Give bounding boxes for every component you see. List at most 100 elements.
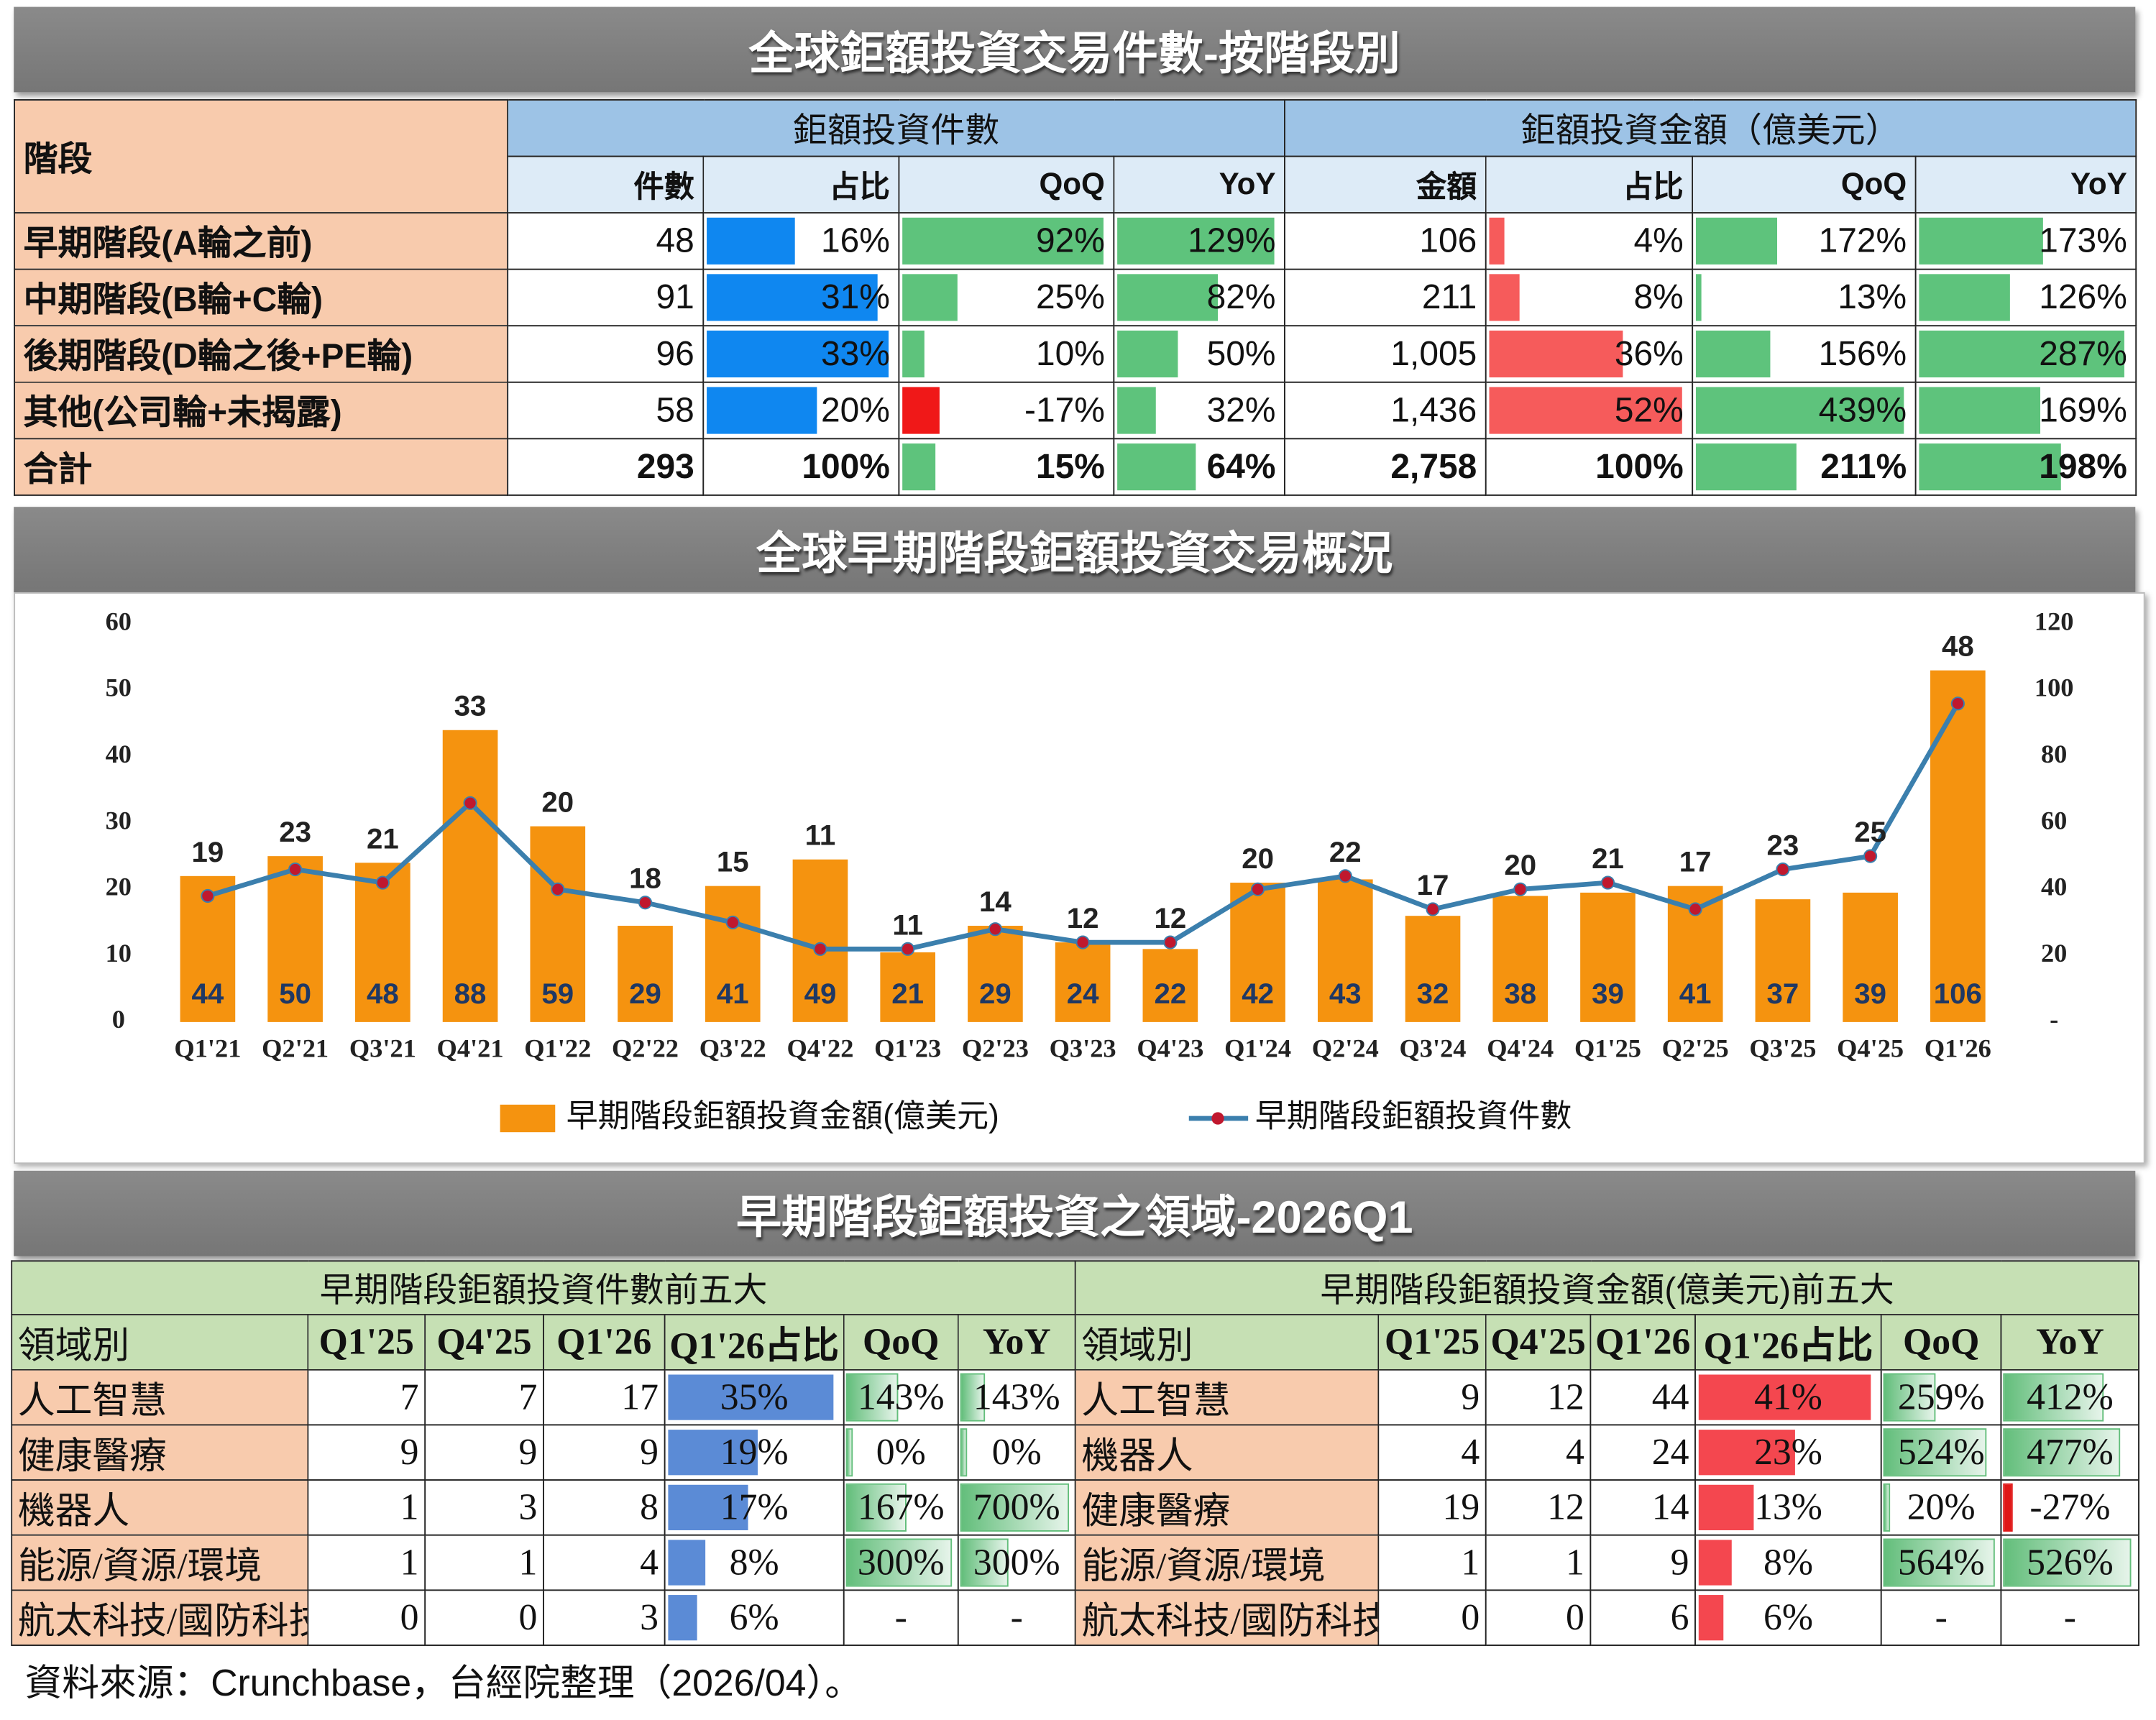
cell-text: 526% xyxy=(2027,1541,2114,1583)
x-tick-label: Q4'22 xyxy=(786,1034,853,1062)
cell-text: 172% xyxy=(1818,221,1907,260)
line-value-label: 20 xyxy=(1242,842,1274,875)
data-cell: 36% xyxy=(1485,325,1694,383)
data-cell: 1 xyxy=(307,1534,426,1591)
data-cell: 0% xyxy=(843,1424,959,1481)
column-header: 金額 xyxy=(1284,155,1487,214)
column-header: 領域別 xyxy=(11,1314,309,1371)
data-cell: 8 xyxy=(543,1479,666,1536)
bar-value-label: 37 xyxy=(1767,978,1799,1010)
data-bar xyxy=(1883,1483,1891,1532)
cell-text: 129% xyxy=(1187,221,1276,260)
data-cell: 526% xyxy=(2000,1534,2140,1591)
cell-text: 211 xyxy=(1421,277,1477,316)
data-bar xyxy=(668,1595,697,1641)
cell-text: 20% xyxy=(821,390,890,429)
column-header: Q4'25 xyxy=(424,1314,544,1371)
cell-text: 14 xyxy=(1651,1486,1689,1528)
data-bar xyxy=(707,330,889,378)
data-cell: 32% xyxy=(1113,381,1285,440)
column-header: 占比 xyxy=(1485,155,1694,214)
line-marker xyxy=(638,896,653,910)
data-cell: 9 xyxy=(543,1424,666,1481)
data-cell: 8% xyxy=(664,1534,845,1591)
data-cell: 58 xyxy=(507,381,705,440)
data-cell: 6% xyxy=(664,1589,845,1646)
data-cell: -27% xyxy=(2000,1479,2140,1536)
sector-table: 早期階段鉅額投資件數前五大 早期階段鉅額投資金額(億美元)前五大 領域別 Q1'25 Q… xyxy=(11,1260,2140,1646)
data-row: 機器人 1 3 8 17% 167% 700% 健康醫療 19 12 14 13% 20% -27% xyxy=(11,1479,2140,1536)
data-bar xyxy=(1919,330,2125,378)
legend-marker xyxy=(1211,1112,1224,1125)
line-marker xyxy=(813,942,827,956)
row-label: 健康醫療 xyxy=(11,1424,309,1481)
data-cell: 12 xyxy=(1485,1479,1592,1536)
group-header: 鉅額投資件數 xyxy=(507,98,1285,157)
data-cell: 0 xyxy=(1485,1589,1592,1646)
data-bar xyxy=(845,1428,853,1477)
row-label: 機器人 xyxy=(1074,1424,1380,1481)
bar xyxy=(1405,916,1461,1022)
column-header: Q4'25 xyxy=(1485,1314,1592,1371)
data-cell: 9 xyxy=(1590,1534,1697,1591)
x-tick-label: Q1'25 xyxy=(1574,1034,1641,1062)
section-title: 早期階段鉅額投資之領域-2026Q1 xyxy=(14,1170,2136,1256)
y2-tick-label: 40 xyxy=(2041,873,2067,901)
cell-text: - xyxy=(894,1596,907,1638)
data-cell: 48 xyxy=(507,212,705,270)
data-cell: 20% xyxy=(702,381,900,440)
total-row: 合計 293 100% 15% 64% 2,758 100% 211% 198% xyxy=(14,438,2137,496)
bar-value-label: 41 xyxy=(1679,978,1712,1010)
data-bar xyxy=(902,443,935,491)
line-value-label: 12 xyxy=(1154,902,1186,934)
data-bar xyxy=(960,1483,1069,1532)
row-label: 人工智慧 xyxy=(11,1369,309,1426)
cell-text: 19 xyxy=(1442,1486,1480,1528)
column-header: QoQ xyxy=(843,1314,959,1371)
data-bar xyxy=(1489,330,1623,378)
cell-text: 0 xyxy=(1461,1596,1480,1638)
bar-value-label: 50 xyxy=(279,978,311,1010)
line-marker xyxy=(1338,869,1352,883)
cell-text: 300% xyxy=(857,1541,945,1583)
data-cell: 91 xyxy=(507,268,705,327)
line-value-label: 20 xyxy=(541,786,574,819)
y2-tick-label: 60 xyxy=(2041,806,2067,834)
data-cell: 172% xyxy=(1692,212,1917,270)
cell-text: 19% xyxy=(720,1431,789,1473)
cell-text: 23% xyxy=(1754,1431,1822,1473)
data-bar xyxy=(1489,217,1505,265)
data-cell: 4 xyxy=(1377,1424,1487,1481)
data-bar xyxy=(1698,1374,1871,1420)
line-value-label: 15 xyxy=(717,846,749,878)
bar-value-label: 43 xyxy=(1329,978,1362,1010)
y2-tick-label: 120 xyxy=(2035,607,2074,635)
source-note: 資料來源：Crunchbase，台經院整理（2026/04）。 xyxy=(24,1662,862,1704)
data-cell: 1 xyxy=(1485,1534,1592,1591)
data-cell: 64% xyxy=(1113,438,1285,496)
bar xyxy=(618,926,673,1022)
x-tick-label: Q4'24 xyxy=(1487,1034,1554,1062)
section-title: 全球早期階段鉅額投資交易概況 xyxy=(14,507,2136,593)
cell-text: 143% xyxy=(857,1376,945,1417)
data-cell: 100% xyxy=(1485,438,1694,496)
bar xyxy=(705,886,761,1022)
cell-text: 0 xyxy=(400,1596,419,1638)
data-bar xyxy=(668,1374,834,1420)
data-bar xyxy=(707,217,795,265)
line-marker xyxy=(725,915,740,930)
data-bar xyxy=(1117,330,1179,378)
data-cell: 564% xyxy=(1880,1534,2002,1591)
bar-value-label: 49 xyxy=(804,978,837,1010)
data-cell: 7 xyxy=(424,1369,544,1426)
data-bar xyxy=(845,1483,907,1532)
x-tick-label: Q1'21 xyxy=(174,1034,241,1062)
header-cell: 階段 xyxy=(14,98,509,214)
data-row: 中期階段(B輪+C輪) 91 31% 25% 82% 211 8% 13% 126% xyxy=(14,268,2137,327)
data-cell: 477% xyxy=(2000,1424,2140,1481)
data-cell: 0 xyxy=(1377,1589,1487,1646)
line-marker xyxy=(1950,696,1965,711)
data-cell: 16% xyxy=(702,212,900,270)
bar xyxy=(1492,896,1549,1022)
cell-text: 8% xyxy=(729,1541,779,1583)
